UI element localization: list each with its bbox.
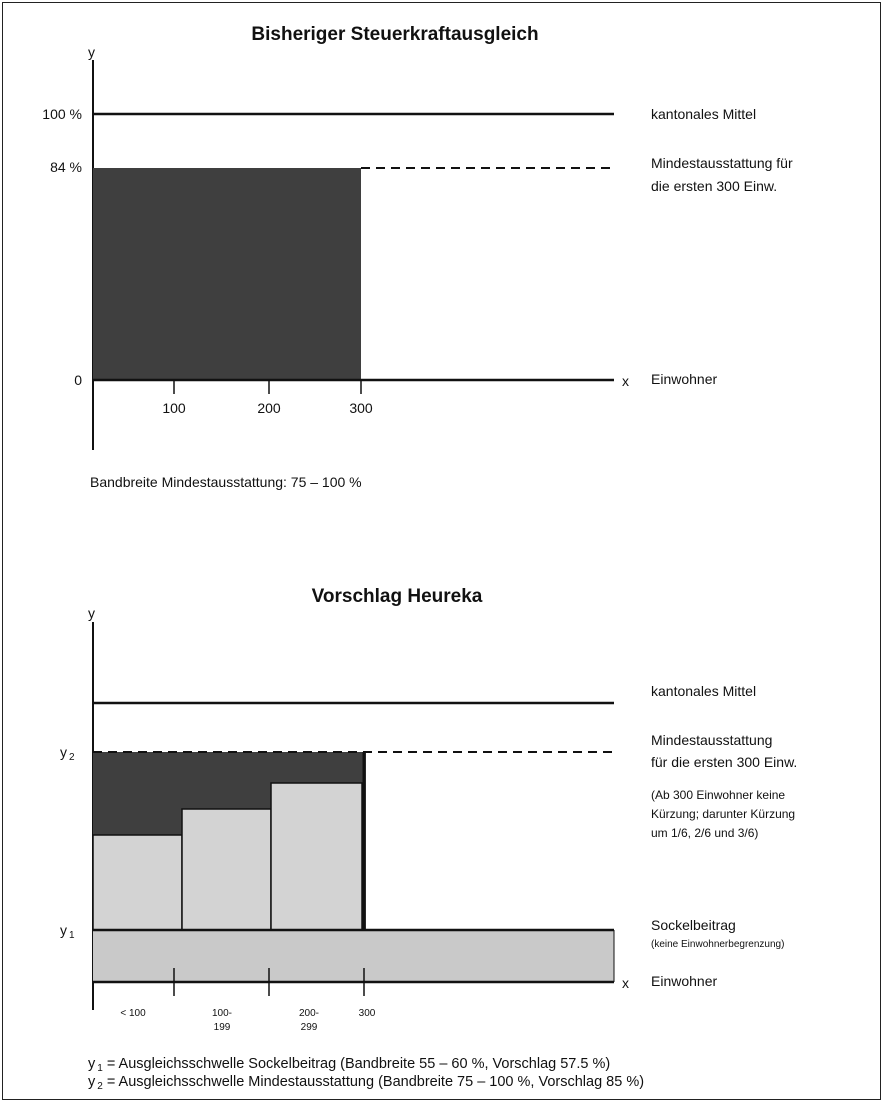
bottom-title: Vorschlag Heureka bbox=[312, 586, 483, 607]
top-x-axis-label: x bbox=[622, 373, 629, 389]
bottom-note-3: um 1/6, 2/6 und 3/6) bbox=[651, 826, 758, 840]
top-tick-84: 84 % bbox=[50, 159, 82, 175]
bottom-x-tick-200-299-a: 200- bbox=[299, 1008, 319, 1019]
top-x-tick-300: 300 bbox=[349, 400, 373, 416]
step-bar-100-199 bbox=[181, 808, 272, 931]
step-bar-200-299 bbox=[270, 782, 363, 931]
step-bar-under-100 bbox=[92, 834, 183, 931]
bottom-x-tick-200-299-b: 299 bbox=[301, 1022, 318, 1033]
top-y-axis-label: y bbox=[88, 44, 95, 60]
sockel-band bbox=[93, 930, 614, 982]
bottom-min-label-2: für die ersten 300 Einw. bbox=[651, 754, 797, 770]
top-mean-label: kantonales Mittel bbox=[651, 106, 756, 122]
top-min-label-1: Mindestausstattung für bbox=[651, 155, 793, 171]
bottom-min-label-1: Mindestausstattung bbox=[651, 732, 772, 748]
bottom-note-1: (Ab 300 Einwohner keine bbox=[651, 788, 785, 802]
top-diagram: Bisheriger Steuerkraftausgleich y 100 % … bbox=[42, 24, 793, 490]
bottom-y-axis-label: y bbox=[88, 605, 95, 621]
top-x-tick-100: 100 bbox=[162, 400, 186, 416]
top-x-label: Einwohner bbox=[651, 371, 717, 387]
top-min-bar bbox=[93, 168, 361, 380]
top-min-label-2: die ersten 300 Einw. bbox=[651, 178, 777, 194]
bottom-x-tick-100-199-b: 199 bbox=[214, 1022, 231, 1033]
top-tick-0: 0 bbox=[74, 372, 82, 388]
bottom-mean-label: kantonales Mittel bbox=[651, 683, 756, 699]
bottom-note-2: Kürzung; darunter Kürzung bbox=[651, 807, 795, 821]
bottom-x-axis-label: x bbox=[622, 975, 629, 991]
sockel-label: Sockelbeitrag bbox=[651, 917, 736, 933]
top-bandwidth-note: Bandbreite Mindestausstattung: 75 – 100 … bbox=[90, 474, 362, 490]
bottom-x-tick-under-100: < 100 bbox=[120, 1008, 146, 1019]
bottom-x-label: Einwohner bbox=[651, 973, 717, 989]
sockel-note: (keine Einwohnerbegrenzung) bbox=[651, 939, 784, 950]
top-tick-100: 100 % bbox=[42, 106, 82, 122]
bottom-x-tick-100-199-a: 100- bbox=[212, 1008, 232, 1019]
bottom-x-tick-300: 300 bbox=[359, 1008, 376, 1019]
top-x-tick-200: 200 bbox=[257, 400, 281, 416]
top-title: Bisheriger Steuerkraftausgleich bbox=[251, 24, 538, 45]
